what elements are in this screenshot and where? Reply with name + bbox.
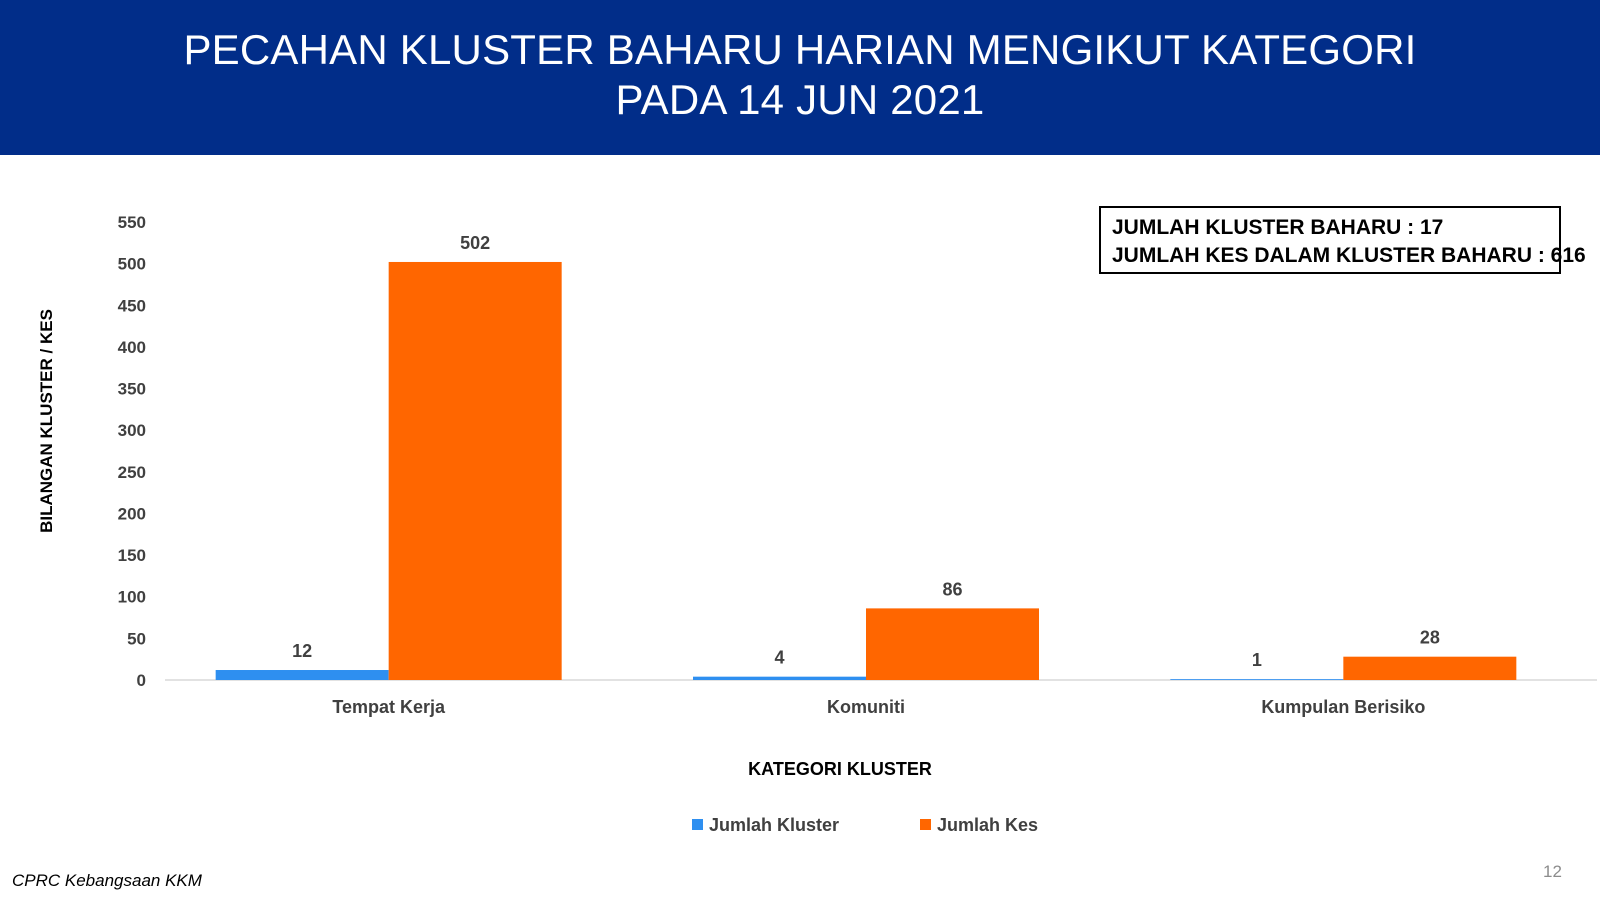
y-tick-label: 100	[118, 588, 146, 607]
bar-jumlah-kluster	[693, 676, 866, 680]
x-tick-label: Komuniti	[827, 697, 905, 717]
summary-total-clusters: JUMLAH KLUSTER BAHARU : 17	[1112, 216, 1444, 239]
y-tick-label: 50	[127, 629, 146, 648]
y-tick-label: 300	[118, 421, 146, 440]
bar-jumlah-kes	[388, 261, 562, 680]
legend-item-jumlah-kluster: Jumlah Kluster	[692, 815, 839, 836]
y-tick-label: 250	[118, 463, 146, 482]
bar-jumlah-kes	[866, 608, 1039, 680]
chart-title-line-2: PADA 14 JUN 2021	[615, 76, 985, 123]
summary-total-cases: JUMLAH KES DALAM KLUSTER BAHARU : 616	[1112, 244, 1586, 267]
page-number: 12	[1543, 862, 1562, 881]
legend-label-jumlah-kes: Jumlah Kes	[937, 815, 1039, 835]
x-tick-label: Tempat Kerja	[332, 697, 446, 717]
title-banner: PECAHAN KLUSTER BAHARU HARIAN MENGIKUT K…	[0, 0, 1600, 155]
legend-swatch-orange	[920, 818, 931, 830]
y-axis-title: BILANGAN KLUSTER / KES	[37, 309, 56, 533]
legend-swatch-blue	[692, 818, 703, 830]
y-tick-label: 350	[118, 380, 146, 399]
source-credit: CPRC Kebangsaan KKM	[12, 871, 202, 890]
y-tick-label: 0	[137, 671, 146, 690]
y-tick-label: 550	[118, 213, 146, 232]
x-tick-label: Kumpulan Berisiko	[1261, 697, 1425, 717]
y-tick-label: 450	[118, 296, 146, 315]
legend-label-jumlah-kluster: Jumlah Kluster	[709, 815, 840, 835]
data-label: 1	[1252, 650, 1262, 670]
y-tick-label: 150	[118, 546, 146, 565]
legend-item-jumlah-kes: Jumlah Kes	[920, 815, 1038, 836]
bar-jumlah-kluster	[215, 670, 389, 680]
data-label: 86	[942, 579, 962, 599]
y-tick-label: 200	[118, 504, 146, 523]
bar-jumlah-kluster	[1170, 679, 1344, 680]
summary-box: JUMLAH KLUSTER BAHARU : 17 JUMLAH KES DA…	[1099, 206, 1586, 274]
data-label: 4	[774, 648, 784, 668]
data-label: 12	[292, 641, 312, 661]
data-label: 28	[1420, 628, 1440, 648]
chart-title-line-1: PECAHAN KLUSTER BAHARU HARIAN MENGIKUT K…	[183, 26, 1417, 73]
x-axis-title: KATEGORI KLUSTER	[748, 759, 932, 779]
y-tick-label: 500	[118, 255, 146, 274]
y-tick-label: 400	[118, 338, 146, 357]
bar-jumlah-kes	[1343, 656, 1517, 680]
data-label: 502	[460, 233, 490, 253]
